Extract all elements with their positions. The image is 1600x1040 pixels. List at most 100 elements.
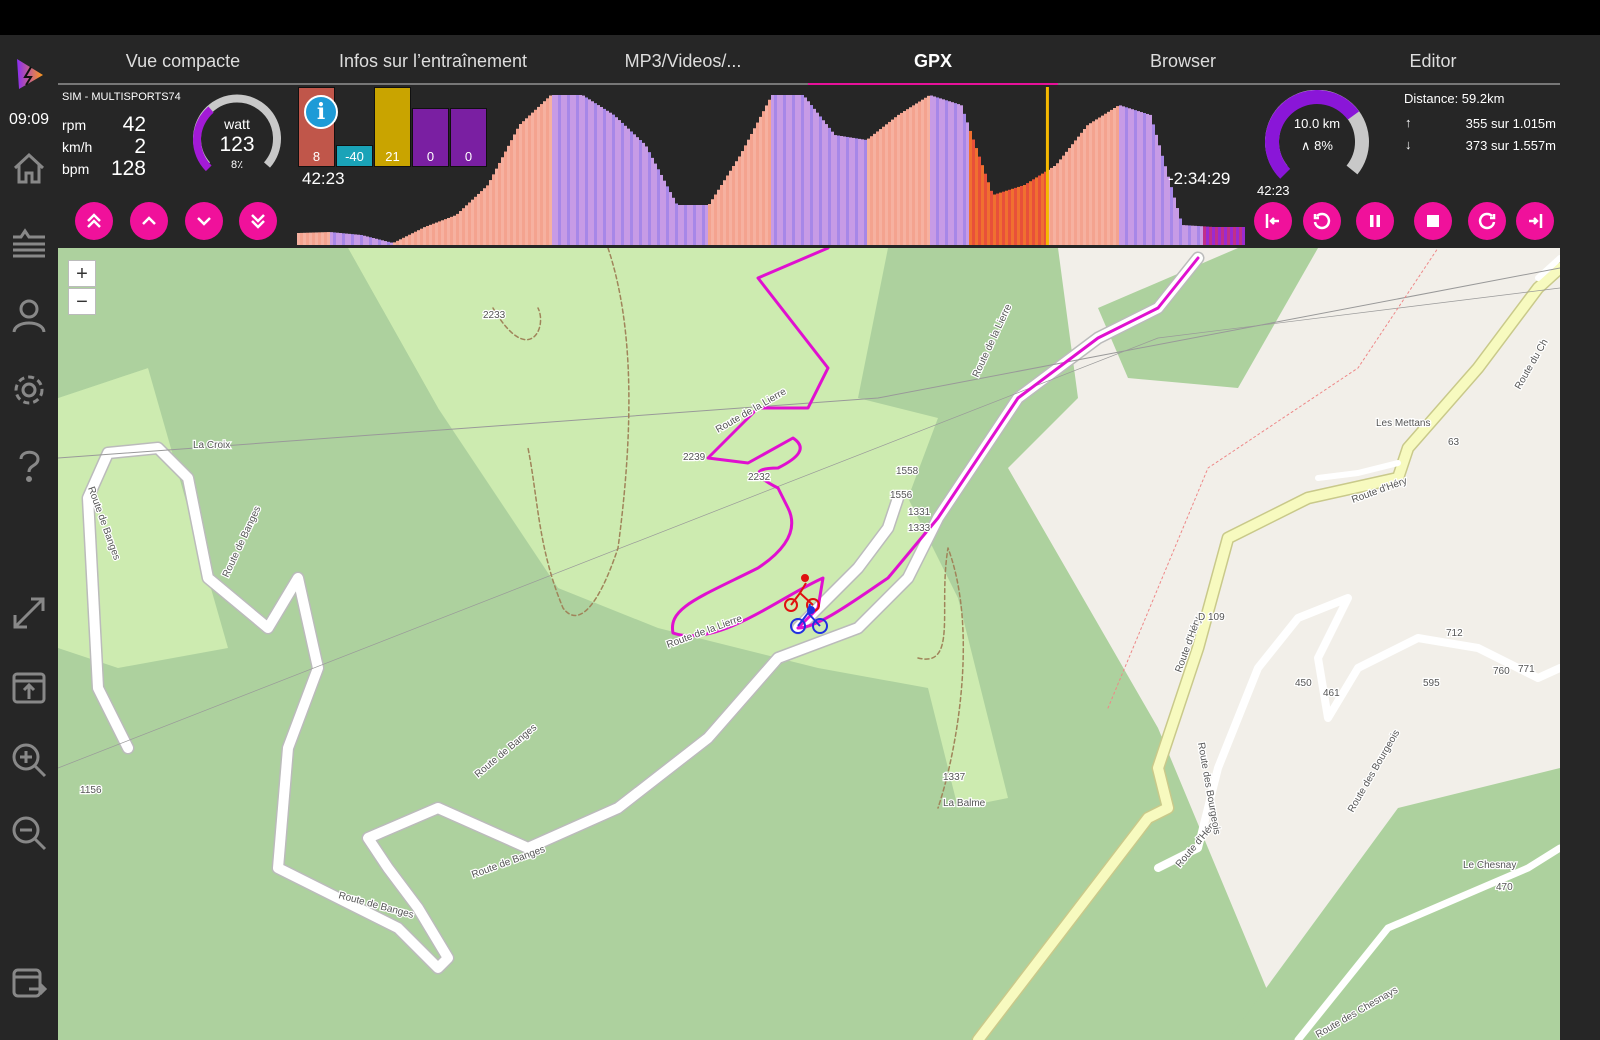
profile-bar bbox=[939, 98, 942, 245]
profile-bar bbox=[636, 137, 639, 245]
map-zoom-in-button[interactable]: + bbox=[68, 260, 96, 287]
profile-bar bbox=[657, 169, 660, 245]
profile-bar bbox=[516, 128, 519, 245]
elevation-profile[interactable] bbox=[297, 87, 1245, 245]
profile-bar bbox=[1140, 112, 1143, 245]
profile-bar bbox=[678, 205, 681, 245]
profile-bar bbox=[471, 199, 474, 245]
sidebar: 09:09 bbox=[0, 35, 58, 1040]
profile-bar bbox=[804, 97, 807, 245]
map-label: 63 bbox=[1448, 437, 1460, 448]
map-label: 1331 bbox=[908, 507, 931, 518]
profile-bar bbox=[750, 133, 753, 245]
profile-bar bbox=[642, 142, 645, 245]
profile-bar bbox=[942, 99, 945, 245]
profile-bar bbox=[1083, 129, 1086, 245]
tab-browser[interactable]: Browser bbox=[1149, 51, 1216, 71]
profile-bar bbox=[1149, 114, 1152, 245]
settings-gear-icon[interactable] bbox=[9, 370, 49, 410]
tab-gpx[interactable]: GPX bbox=[808, 35, 1058, 85]
profile-bar bbox=[399, 239, 402, 245]
profile-bar bbox=[993, 194, 996, 245]
increase-fast-button[interactable] bbox=[75, 202, 113, 240]
upload-calendar-icon[interactable] bbox=[9, 667, 49, 707]
profile-bar bbox=[426, 225, 429, 245]
forest-area bbox=[1228, 768, 1560, 1040]
profile-bar bbox=[513, 134, 516, 245]
profile-bar bbox=[498, 162, 501, 245]
profile-bar bbox=[639, 140, 642, 245]
profile-bar bbox=[813, 108, 816, 245]
profile-bar bbox=[1086, 125, 1089, 245]
profile-bar bbox=[1227, 227, 1230, 245]
profile-bar bbox=[840, 136, 843, 245]
map-label: 461 bbox=[1323, 688, 1340, 699]
profile-bar bbox=[387, 241, 390, 245]
profile-bar bbox=[648, 152, 651, 245]
map-label: Route des Bourgeois bbox=[1346, 728, 1402, 814]
workouts-list-icon[interactable] bbox=[9, 223, 49, 263]
help-icon[interactable] bbox=[9, 445, 49, 485]
tab-infos-entrainement[interactable]: Infos sur l’entraînement bbox=[338, 51, 528, 71]
profile-bar bbox=[687, 205, 690, 245]
profile-bar bbox=[789, 95, 792, 245]
profile-bar bbox=[354, 234, 357, 245]
map-zoom-out-button[interactable]: − bbox=[68, 288, 96, 315]
profile-bar bbox=[1146, 113, 1149, 245]
profile-bar bbox=[798, 95, 801, 245]
profile-bar bbox=[681, 205, 684, 245]
exit-icon[interactable] bbox=[9, 963, 49, 1003]
stop-icon bbox=[1427, 215, 1439, 227]
tab-mp3-videos[interactable]: MP3/Videos/... bbox=[624, 51, 742, 71]
profile-bar bbox=[1059, 159, 1062, 245]
profile-bar bbox=[756, 122, 759, 245]
profile-bar bbox=[390, 242, 393, 245]
fullscreen-icon[interactable] bbox=[9, 593, 49, 633]
zoom-in-icon[interactable] bbox=[9, 740, 49, 780]
profile-bar bbox=[627, 128, 630, 245]
pause-button[interactable] bbox=[1356, 202, 1394, 240]
zoom-out-icon[interactable] bbox=[9, 813, 49, 853]
profile-bar bbox=[1242, 227, 1245, 245]
profile-bar bbox=[1137, 111, 1140, 245]
profile-bar bbox=[324, 232, 327, 245]
profile-bar bbox=[1101, 115, 1104, 245]
profile-bar bbox=[492, 174, 495, 245]
profile-bar bbox=[1089, 123, 1092, 245]
profile-bar bbox=[435, 222, 438, 245]
profile-bar bbox=[552, 95, 555, 245]
go-to-end-button[interactable] bbox=[1516, 202, 1554, 240]
profile-bar bbox=[351, 234, 354, 245]
user-icon[interactable] bbox=[9, 296, 49, 336]
profile-bar bbox=[1032, 179, 1035, 245]
tile-4: 0 bbox=[412, 108, 449, 167]
profile-bar bbox=[1095, 119, 1098, 245]
profile-bar bbox=[885, 124, 888, 245]
profile-bar bbox=[960, 105, 963, 245]
forward-button[interactable] bbox=[1468, 202, 1506, 240]
profile-bar bbox=[393, 242, 396, 245]
profile-bar bbox=[966, 122, 969, 245]
go-to-start-button[interactable] bbox=[1254, 202, 1292, 240]
profile-bar bbox=[849, 137, 852, 245]
decrease-fast-button[interactable] bbox=[239, 202, 277, 240]
profile-bar bbox=[345, 233, 348, 245]
profile-bar bbox=[564, 95, 567, 245]
map-label: La Balme bbox=[943, 798, 986, 809]
tab-vue-compacte[interactable]: Vue compacte bbox=[125, 51, 241, 71]
home-icon[interactable] bbox=[9, 148, 49, 188]
map[interactable]: La Croix Route de Banges Route de Banges Ro… bbox=[58, 248, 1560, 1040]
stop-button[interactable] bbox=[1414, 202, 1452, 240]
rewind-button[interactable] bbox=[1303, 202, 1341, 240]
profile-bar bbox=[825, 124, 828, 245]
decrease-button[interactable] bbox=[185, 202, 223, 240]
increase-button[interactable] bbox=[130, 202, 168, 240]
progress-cursor[interactable] bbox=[1045, 87, 1049, 245]
profile-bar bbox=[1050, 167, 1053, 245]
profile-bar bbox=[558, 95, 561, 245]
profile-bar bbox=[525, 118, 528, 245]
profile-bar bbox=[507, 145, 510, 245]
info-icon[interactable]: i bbox=[304, 95, 338, 129]
tab-editor[interactable]: Editor bbox=[1409, 51, 1457, 71]
